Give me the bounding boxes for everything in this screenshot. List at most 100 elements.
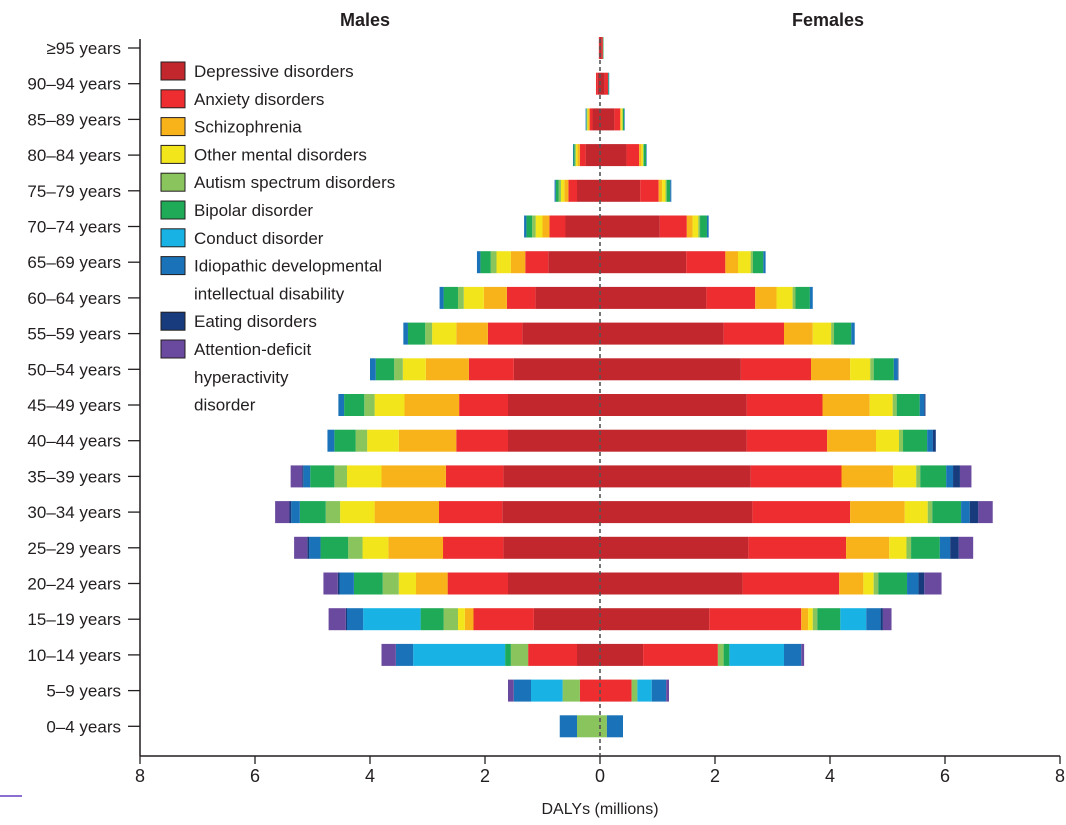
y-ticks-group bbox=[128, 47, 140, 727]
bar-male-5-9-years-autism-spectrum-disorders bbox=[562, 679, 580, 702]
bar-female-85-89-years-anxiety-disorders bbox=[614, 108, 621, 131]
bar-female-20-24-years-depressive-disorders bbox=[600, 572, 743, 595]
bar-female-10-14-years-idiopathic-developmental-intellectual-disability bbox=[784, 643, 802, 666]
bar-male-50-54-years-idiopathic-developmental-intellectual-disability bbox=[370, 358, 376, 381]
bar-male-10-14-years-bipolar-disorder bbox=[505, 643, 511, 666]
bar-female-25-29-years-attention-deficit-hyperactivity-disorder bbox=[958, 536, 974, 559]
age-label: ≥95 years bbox=[46, 39, 121, 58]
bar-male-65-69-years-autism-spectrum-disorders bbox=[490, 251, 497, 274]
bar-female-65-69-years-schizophrenia bbox=[725, 251, 738, 274]
bar-female-5-9-years-anxiety-disorders bbox=[600, 679, 632, 702]
legend-swatch-bipolar-disorder bbox=[160, 200, 186, 220]
bar-male-30-34-years-attention-deficit-hyperactivity-disorder bbox=[275, 501, 290, 524]
bar-female-40-44-years-bipolar-disorder bbox=[903, 429, 928, 452]
bar-female-10-14-years-bipolar-disorder bbox=[723, 643, 730, 666]
bar-male-90-94-years-depressive-disorders bbox=[597, 72, 600, 95]
age-label: 80–84 years bbox=[27, 146, 121, 165]
bar-female-90-94-years-anxiety-disorders bbox=[604, 72, 609, 95]
bar-male-15-19-years-eating-disorders bbox=[345, 608, 347, 631]
bar-male-25-29-years-depressive-disorders bbox=[503, 536, 600, 559]
bar-female-35-39-years-attention-deficit-hyperactivity-disorder bbox=[959, 465, 972, 488]
bar-male-15-19-years-autism-spectrum-disorders bbox=[443, 608, 458, 631]
bar-female-15-19-years-autism-spectrum-disorders bbox=[812, 608, 818, 631]
bar-male-75-79-years-autism-spectrum-disorders bbox=[558, 179, 561, 202]
bar-female-40-44-years-eating-disorders bbox=[932, 429, 936, 452]
bar-male-20-24-years-depressive-disorders bbox=[508, 572, 600, 595]
age-label: 5–9 years bbox=[46, 682, 121, 701]
x-ticks-group: 8 6 4 2 0 2 4 6 8 bbox=[135, 756, 1065, 786]
bar-male-10-14-years-attention-deficit-hyperactivity-disorder bbox=[381, 643, 396, 666]
bar-male-55-59-years-schizophrenia bbox=[456, 322, 488, 345]
bar-male-60-64-years-schizophrenia bbox=[483, 286, 507, 309]
bar-female-95-years-depressive-disorders bbox=[600, 37, 602, 59]
bar-female-15-19-years-idiopathic-developmental-intellectual-disability bbox=[866, 608, 881, 631]
bar-female-85-89-years-idiopathic-developmental-intellectual-disability bbox=[624, 108, 625, 131]
legend-swatch-anxiety-disorders bbox=[160, 89, 186, 109]
bar-female-20-24-years-idiopathic-developmental-intellectual-disability bbox=[907, 572, 919, 595]
bar-male-30-34-years-idiopathic-developmental-intellectual-disability bbox=[291, 501, 300, 524]
bar-male-45-49-years-anxiety-disorders bbox=[459, 394, 508, 416]
bar-female-40-44-years-idiopathic-developmental-intellectual-disability bbox=[927, 429, 933, 452]
bar-female-30-34-years-depressive-disorders bbox=[600, 501, 753, 524]
bar-female-70-74-years-depressive-disorders bbox=[600, 215, 660, 238]
bar-male-65-69-years-anxiety-disorders bbox=[525, 251, 549, 274]
age-label: 35–39 years bbox=[27, 467, 121, 486]
x-tick-label: 4 bbox=[365, 766, 375, 786]
bar-female-60-64-years-anxiety-disorders bbox=[706, 286, 756, 309]
bar-female-95-years-anxiety-disorders bbox=[601, 37, 603, 59]
bars-group bbox=[275, 37, 993, 738]
bar-female-5-9-years-conduct-disorder bbox=[637, 679, 652, 702]
bar-male-45-49-years-other-mental-disorders bbox=[374, 394, 405, 416]
bar-female-35-39-years-anxiety-disorders bbox=[750, 465, 842, 488]
bar-male-30-34-years-other-mental-disorders bbox=[340, 501, 375, 524]
bar-male-65-69-years-other-mental-disorders bbox=[496, 251, 511, 274]
bar-female-15-19-years-schizophrenia bbox=[801, 608, 809, 631]
bar-female-85-89-years-bipolar-disorder bbox=[623, 108, 625, 131]
bar-male-15-19-years-bipolar-disorder bbox=[420, 608, 444, 631]
bar-male-25-29-years-other-mental-disorders bbox=[362, 536, 389, 559]
bar-male-35-39-years-bipolar-disorder bbox=[310, 465, 335, 488]
legend-label-attention-deficit-hyperactivity-disorder: hyperactivity bbox=[194, 368, 289, 387]
bar-female-85-89-years-other-mental-disorders bbox=[621, 108, 623, 131]
bar-female-45-49-years-idiopathic-developmental-intellectual-disability bbox=[919, 394, 925, 416]
bar-male-35-39-years-autism-spectrum-disorders bbox=[334, 465, 347, 488]
bar-female-15-19-years-bipolar-disorder bbox=[817, 608, 841, 631]
legend-swatch-other-mental-disorders bbox=[160, 144, 186, 164]
bar-female-70-74-years-schizophrenia bbox=[686, 215, 693, 238]
legend-label-anxiety-disorders: Anxiety disorders bbox=[194, 90, 324, 109]
bar-male-75-79-years-idiopathic-developmental-intellectual-disability bbox=[554, 179, 556, 202]
bar-male-20-24-years-bipolar-disorder bbox=[353, 572, 383, 595]
bar-female-50-54-years-bipolar-disorder bbox=[873, 358, 894, 381]
bar-male-35-39-years-schizophrenia bbox=[381, 465, 446, 488]
bar-male-5-9-years-conduct-disorder bbox=[531, 679, 563, 702]
age-label: 40–44 years bbox=[27, 432, 121, 451]
bar-female-90-94-years-idiopathic-developmental-intellectual-disability bbox=[608, 72, 610, 95]
bar-male-20-24-years-idiopathic-developmental-intellectual-disability bbox=[339, 572, 354, 595]
bar-female-5-9-years-autism-spectrum-disorders bbox=[631, 679, 638, 702]
legend-label-other-mental-disorders: Other mental disorders bbox=[194, 145, 367, 164]
bar-female-30-34-years-bipolar-disorder bbox=[932, 501, 962, 524]
bar-male-25-29-years-bipolar-disorder bbox=[320, 536, 349, 559]
age-labels-group: ≥95 years 90–94 years 85–89 years 80–84 yea… bbox=[27, 39, 121, 736]
legend-label-depressive-disorders: Depressive disorders bbox=[194, 62, 354, 81]
bar-male-60-64-years-other-mental-disorders bbox=[463, 286, 484, 309]
bar-male-0-4-years-autism-spectrum-disorders bbox=[577, 715, 600, 738]
bar-male-65-69-years-schizophrenia bbox=[510, 251, 526, 274]
bar-female-20-24-years-eating-disorders bbox=[918, 572, 925, 595]
bar-female-10-14-years-anxiety-disorders bbox=[643, 643, 718, 666]
males-title: Males bbox=[340, 10, 390, 30]
bar-female-30-34-years-schizophrenia bbox=[850, 501, 905, 524]
bar-male-5-9-years-idiopathic-developmental-intellectual-disability bbox=[513, 679, 531, 702]
bar-female-65-69-years-anxiety-disorders bbox=[686, 251, 726, 274]
legend-swatch-eating-disorders bbox=[160, 311, 186, 331]
bar-male-20-24-years-eating-disorders bbox=[337, 572, 340, 595]
bar-male-80-84-years-autism-spectrum-disorders bbox=[574, 144, 576, 167]
bar-male-10-14-years-autism-spectrum-disorders bbox=[510, 643, 529, 666]
bar-male-35-39-years-depressive-disorders bbox=[503, 465, 600, 488]
x-tick-label: 6 bbox=[940, 766, 950, 786]
age-label: 15–19 years bbox=[27, 610, 121, 629]
bar-female-35-39-years-depressive-disorders bbox=[600, 465, 751, 488]
bar-male-15-19-years-attention-deficit-hyperactivity-disorder bbox=[328, 608, 346, 631]
bar-female-90-94-years-bipolar-disorder bbox=[608, 72, 609, 95]
bar-male-15-19-years-depressive-disorders bbox=[533, 608, 600, 631]
